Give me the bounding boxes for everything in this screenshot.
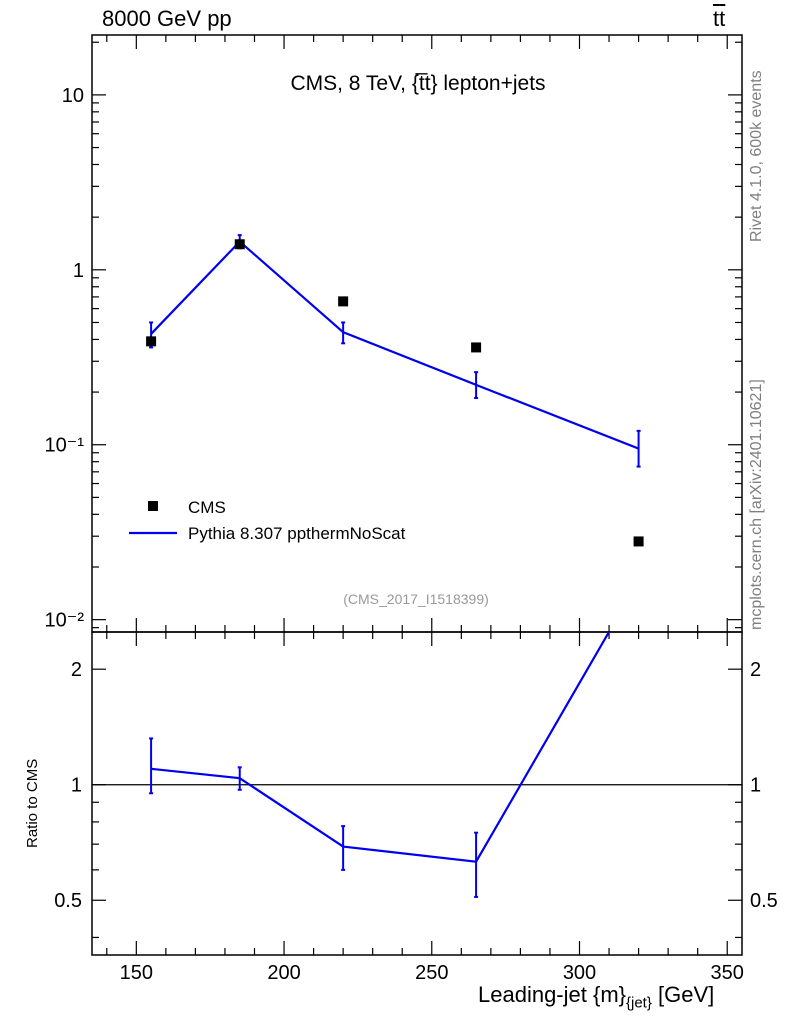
legend: CMS Pythia 8.307 ppthermNoScat bbox=[129, 498, 406, 543]
ttbar-t: t bbox=[713, 6, 720, 31]
header-energy-label: 8000 GeV pp bbox=[102, 6, 232, 31]
main-y-tick-label: 10 bbox=[62, 85, 84, 107]
rivet-info: Rivet 4.1.0, 600k events bbox=[748, 70, 765, 242]
main-axis-ticks: 10 1 10⁻¹ 10⁻² bbox=[45, 35, 742, 632]
cms-data-point bbox=[146, 336, 157, 347]
cms-data-point bbox=[633, 536, 644, 547]
ratio-y-tick-label: 0.5 bbox=[54, 890, 82, 912]
ratio-axis-ticks: 150 200 250 300 350 2 2 1 1 0.5 0.5 bbox=[54, 632, 778, 984]
ratio-y-tick-label-right: 1 bbox=[750, 775, 761, 797]
ratio-y-tick-label: 2 bbox=[71, 659, 82, 681]
pythia-series-line bbox=[150, 240, 639, 450]
x-tick-label: 300 bbox=[563, 962, 596, 984]
ratio-y-tick-label: 1 bbox=[71, 775, 82, 797]
x-axis-label-unit: [GeV] bbox=[651, 982, 715, 1007]
ratio-series-layer bbox=[92, 632, 742, 898]
x-axis-label: Leading-jet {m}{jet} [GeV] bbox=[478, 982, 714, 1011]
chart-title: CMS, 8 TeV, {t̅t} lepton+jets bbox=[290, 72, 545, 95]
ratio-y-tick-label-right: 2 bbox=[750, 659, 761, 681]
x-tick-label: 200 bbox=[267, 962, 300, 984]
x-axis-label-sub: {jet} bbox=[626, 994, 652, 1012]
cms-data-point bbox=[234, 239, 245, 250]
ratio-y-axis-label: Ratio to CMS bbox=[24, 758, 41, 848]
x-axis-label-main: Leading-jet {m} bbox=[478, 982, 626, 1007]
cms-data-point bbox=[471, 342, 482, 353]
ratio-plot-frame bbox=[91, 631, 743, 956]
header-process-label: tt bbox=[713, 6, 725, 32]
ttbar-tbar: t bbox=[719, 6, 726, 31]
main-series-layer bbox=[146, 234, 644, 547]
cms-data-point bbox=[338, 296, 349, 307]
mcplots-info: mcplots.cern.ch [arXiv:2401.10621] bbox=[748, 379, 765, 630]
x-tick-label: 350 bbox=[711, 962, 744, 984]
x-tick-label: 150 bbox=[120, 962, 153, 984]
main-y-tick-label: 10⁻¹ bbox=[45, 435, 85, 457]
legend-label-cms: CMS bbox=[188, 498, 226, 517]
main-y-tick-label: 10⁻² bbox=[45, 610, 85, 632]
ratio-series-line bbox=[150, 632, 611, 863]
main-y-tick-label: 1 bbox=[73, 260, 84, 282]
legend-label-pythia: Pythia 8.307 ppthermNoScat bbox=[188, 524, 406, 543]
legend-marker-cms bbox=[148, 501, 158, 511]
analysis-watermark: (CMS_2017_I1518399) bbox=[343, 591, 489, 607]
x-tick-label: 250 bbox=[415, 962, 448, 984]
ratio-y-tick-label-right: 0.5 bbox=[750, 890, 778, 912]
